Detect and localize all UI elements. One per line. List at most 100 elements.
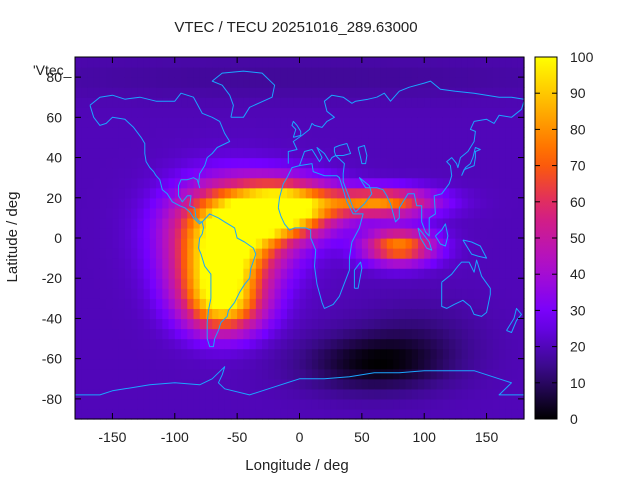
heatmap-cell <box>274 107 282 118</box>
heatmap-cell <box>287 137 294 149</box>
heatmap-cell <box>268 408 276 420</box>
heatmap-cell <box>112 67 120 78</box>
heatmap-cell <box>243 258 251 269</box>
heatmap-cell <box>137 117 145 128</box>
heatmap-cell <box>93 137 101 149</box>
heatmap-cell <box>262 298 269 309</box>
heatmap-cell <box>486 388 494 400</box>
heatmap-cell <box>405 147 413 159</box>
heatmap-cell <box>131 398 138 410</box>
heatmap-cell <box>168 278 176 289</box>
heatmap-cell <box>124 107 132 118</box>
heatmap-cell <box>237 87 244 98</box>
heatmap-cell <box>324 187 332 199</box>
colorbar-tick-label: 80 <box>570 121 586 137</box>
heatmap-cell <box>386 258 394 269</box>
heatmap-cell <box>499 318 506 330</box>
heatmap-cell <box>230 328 238 340</box>
heatmap-cell <box>424 398 432 410</box>
heatmap-cell <box>118 147 126 159</box>
heatmap-cell <box>305 227 313 239</box>
heatmap-cell <box>162 157 170 169</box>
heatmap-cell <box>262 77 269 88</box>
heatmap-cell <box>131 318 138 330</box>
heatmap-cell <box>336 77 344 88</box>
heatmap-cell <box>511 177 519 189</box>
heatmap-cell <box>293 227 301 239</box>
heatmap-cell <box>411 298 419 309</box>
heatmap-cell <box>305 278 313 289</box>
heatmap-cell <box>355 308 363 320</box>
heatmap-cell <box>399 318 407 330</box>
heatmap-cell <box>243 197 251 209</box>
heatmap-cell <box>492 147 500 159</box>
heatmap-cell <box>424 107 432 118</box>
heatmap-cell <box>330 217 338 229</box>
heatmap-cell <box>411 57 419 68</box>
heatmap-cell <box>162 137 170 149</box>
heatmap-cell <box>174 378 182 390</box>
heatmap-cell <box>324 328 332 340</box>
heatmap-cell <box>405 238 413 249</box>
heatmap-cell <box>380 398 388 410</box>
heatmap-cell <box>305 197 313 209</box>
heatmap-cell <box>343 117 350 128</box>
heatmap-cell <box>268 87 276 98</box>
heatmap-cell <box>230 338 238 350</box>
heatmap-cell <box>93 207 101 219</box>
heatmap-cell <box>174 217 182 229</box>
heatmap-cell <box>243 77 251 88</box>
heatmap-cell <box>230 97 238 108</box>
heatmap-cell <box>305 248 313 259</box>
heatmap-cell <box>187 167 195 179</box>
heatmap-cell <box>99 197 107 209</box>
heatmap-cell <box>287 258 294 269</box>
heatmap-cell <box>118 408 126 420</box>
heatmap-cell <box>424 167 432 179</box>
heatmap-cell <box>87 398 95 410</box>
heatmap-cell <box>517 107 525 118</box>
heatmap-cell <box>442 197 450 209</box>
heatmap-cell <box>486 248 494 259</box>
heatmap-cell <box>293 298 301 309</box>
heatmap-cell <box>212 258 220 269</box>
heatmap-cell <box>336 388 344 400</box>
heatmap-cell <box>411 177 419 189</box>
heatmap-cell <box>517 57 525 68</box>
heatmap-cell <box>461 67 469 78</box>
heatmap-cell <box>411 67 419 78</box>
heatmap-cell <box>486 77 494 88</box>
heatmap-cell <box>305 187 313 199</box>
heatmap-cell <box>430 67 438 78</box>
heatmap-cell <box>361 67 369 78</box>
heatmap-cell <box>368 348 375 360</box>
heatmap-cell <box>106 177 114 189</box>
heatmap-cell <box>193 238 201 249</box>
heatmap-cell <box>361 398 369 410</box>
heatmap-cell <box>193 107 201 118</box>
heatmap-cell <box>455 87 463 98</box>
heatmap-cell <box>124 177 132 189</box>
heatmap-cell <box>411 278 419 289</box>
heatmap-cell <box>218 328 226 340</box>
heatmap-cell <box>137 278 145 289</box>
heatmap-cell <box>230 288 238 299</box>
heatmap-cell <box>255 288 263 299</box>
heatmap-cell <box>93 157 101 169</box>
heatmap-cell <box>480 67 488 78</box>
heatmap-cell <box>187 137 195 149</box>
heatmap-cell <box>430 378 438 390</box>
heatmap-cell <box>280 348 288 360</box>
heatmap-cell <box>318 248 326 259</box>
heatmap-cell <box>193 117 201 128</box>
heatmap-cell <box>124 388 132 400</box>
heatmap-cell <box>343 147 350 159</box>
heatmap-cell <box>287 67 294 78</box>
heatmap-cell <box>330 368 338 380</box>
heatmap-cell <box>505 278 513 289</box>
heatmap-cell <box>162 207 170 219</box>
heatmap-cell <box>499 328 506 340</box>
heatmap-cell <box>118 187 126 199</box>
heatmap-cell <box>168 388 176 400</box>
heatmap-cell <box>149 207 157 219</box>
